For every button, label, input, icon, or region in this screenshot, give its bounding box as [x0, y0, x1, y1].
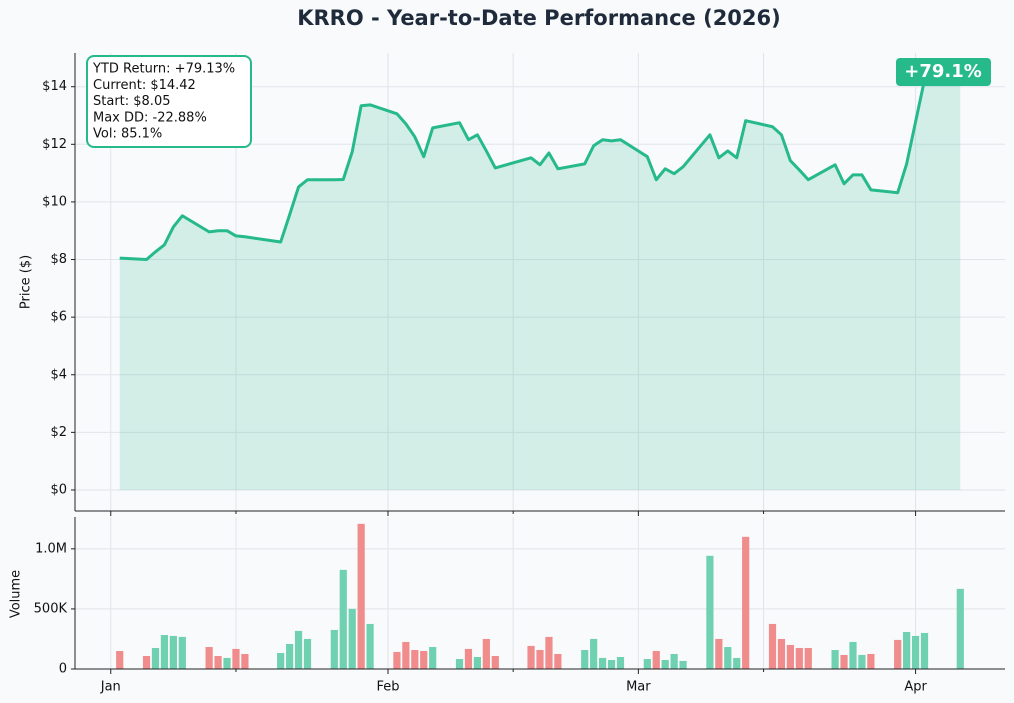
- volume-bar: [849, 641, 857, 669]
- stats-line: Max DD: -22.88%: [93, 110, 207, 125]
- y-tick-label: $2: [50, 425, 67, 440]
- volume-bar: [795, 647, 803, 669]
- y-tick-label: $8: [50, 252, 67, 267]
- volume-bar: [160, 634, 169, 669]
- volume-bar: [339, 569, 347, 669]
- volume-bar: [661, 659, 669, 669]
- stats-line: Start: $8.05: [93, 94, 171, 109]
- y-axis-label: Price ($): [19, 255, 34, 309]
- volume-bar: [429, 647, 437, 669]
- volume-bar: [777, 638, 786, 669]
- x-tick-label: Feb: [376, 680, 399, 695]
- volume-bar: [920, 632, 929, 669]
- y-axis-label: Volume: [9, 570, 24, 618]
- volume-bar: [840, 654, 848, 669]
- volume-bar: [706, 555, 714, 669]
- volume-bar: [715, 638, 723, 669]
- volume-bar: [554, 653, 562, 669]
- volume-bar: [241, 653, 249, 669]
- volume-bar: [733, 657, 741, 669]
- volume-bar: [402, 641, 410, 669]
- y-tick-label: 0: [59, 662, 67, 677]
- y-tick-label: 1.0M: [35, 541, 67, 556]
- volume-bar: [911, 635, 920, 669]
- stats-line: Vol: 85.1%: [93, 127, 162, 142]
- volume-bar: [786, 644, 794, 669]
- volume-bar: [527, 645, 535, 669]
- stats-box: [86, 55, 252, 148]
- volume-bar: [205, 647, 213, 669]
- x-tick-label: Jan: [100, 680, 121, 695]
- y-tick-label: $6: [50, 310, 67, 325]
- volume-bar: [768, 623, 777, 669]
- volume-bar: [330, 629, 338, 669]
- volume-bar: [607, 659, 616, 669]
- volume-bar: [303, 638, 312, 669]
- return-badge-label: +79.1%: [904, 61, 982, 82]
- volume-bar: [393, 651, 401, 669]
- area: [119, 74, 961, 490]
- volume-bar: [277, 653, 285, 669]
- volume-bar: [956, 588, 964, 669]
- volume-bar: [142, 656, 151, 669]
- x-tick-label: Mar: [626, 680, 651, 695]
- x-tick-label: Apr: [904, 680, 927, 695]
- volume-bar: [482, 638, 490, 669]
- price-line: [119, 73, 961, 262]
- volume-bar: [652, 650, 660, 669]
- volume-bar: [473, 656, 482, 669]
- volume-bar: [357, 523, 365, 669]
- volume-bar: [169, 635, 177, 669]
- volume-bar: [616, 656, 625, 669]
- volume-bar: [455, 659, 464, 669]
- volume-bar: [831, 650, 839, 669]
- volume-bar: [590, 638, 598, 669]
- volume-bar: [151, 647, 160, 669]
- volume-bar: [867, 653, 875, 669]
- y-tick-label: $10: [42, 194, 67, 209]
- volume-bar: [581, 650, 589, 669]
- volume-bar: [858, 654, 866, 669]
- y-tick-label: $0: [50, 482, 67, 497]
- volume-bar: [742, 536, 750, 669]
- volume-bar: [348, 608, 356, 669]
- volume-bar: [411, 650, 419, 669]
- y-tick-label: $12: [42, 137, 67, 152]
- volume-bar: [491, 656, 499, 669]
- volume-bar: [294, 630, 303, 669]
- volume-bar: [804, 647, 812, 669]
- volume-bar: [679, 660, 687, 669]
- volume-bar: [464, 648, 473, 669]
- volume-bar: [643, 659, 651, 669]
- volume-bar: [214, 656, 222, 669]
- y-tick-label: $4: [50, 367, 67, 382]
- stats-line: YTD Return: +79.13%: [92, 62, 235, 77]
- volume-bar: [903, 631, 911, 669]
- chart-title: KRRO - Year-to-Date Performance (2026): [297, 6, 781, 30]
- volume-bar: [545, 636, 553, 669]
- volume-bar: [223, 657, 231, 669]
- volume-bar: [894, 639, 902, 669]
- volume-bar: [178, 636, 186, 669]
- return-badge: [896, 58, 991, 86]
- volume-bar: [286, 644, 294, 669]
- volume-bar: [598, 657, 607, 669]
- y-tick-label: $14: [42, 79, 67, 94]
- volume-bar: [232, 648, 240, 669]
- volume-bar: [366, 623, 374, 669]
- volume-bar: [420, 650, 428, 669]
- volume-bar: [536, 650, 544, 669]
- volume-bar: [116, 650, 124, 669]
- y-tick-label: 500K: [34, 601, 68, 616]
- volume-bar: [670, 653, 678, 669]
- stats-line: Current: $14.42: [93, 78, 196, 93]
- volume-bar: [724, 647, 732, 669]
